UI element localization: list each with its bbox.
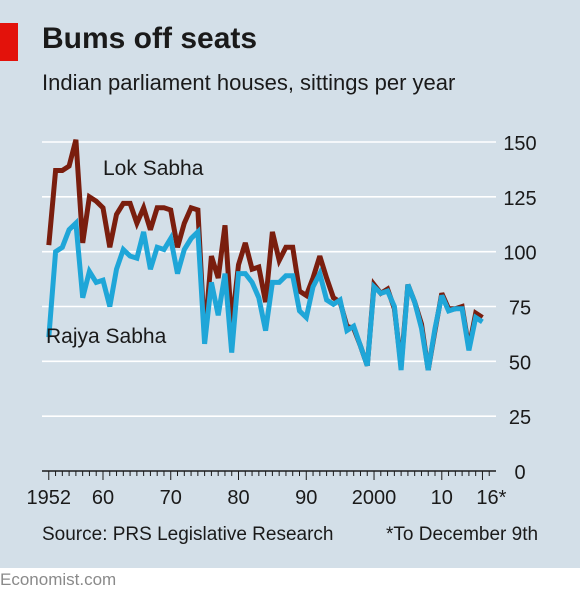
y-tick-label: 150 — [503, 133, 536, 155]
series-label-rajya-sabha: Rajya Sabha — [46, 325, 167, 348]
x-tick-label: 90 — [295, 487, 317, 509]
y-axis-tick-labels: 0 25 50 75 100 125 150 — [503, 133, 536, 484]
x-tick-label: 60 — [92, 487, 114, 509]
chart-title: Bums off seats — [42, 22, 258, 55]
footnote: *To December 9th — [386, 524, 539, 545]
y-tick-label: 75 — [509, 298, 531, 320]
x-axis — [42, 470, 496, 480]
brand-accent-bar — [0, 23, 18, 61]
series-label-lok-sabha: Lok Sabha — [103, 157, 204, 180]
series-lines — [46, 139, 484, 371]
x-tick-label: 16* — [476, 487, 506, 509]
x-tick-label: 10 — [431, 487, 453, 509]
rajya-sabha-line — [46, 217, 484, 371]
line-chart: 0 25 50 75 100 125 150 1952 60 70 80 90 2000 10 16* L… — [27, 133, 537, 509]
x-tick-label: 1952 — [27, 487, 72, 509]
y-tick-label: 100 — [503, 243, 536, 265]
publisher-logo-text: Economist.com — [0, 570, 117, 589]
x-tick-label: 70 — [160, 487, 182, 509]
chart-subtitle: Indian parliament houses, sittings per y… — [42, 70, 456, 95]
x-tick-label: 80 — [227, 487, 249, 509]
y-tick-label: 0 — [514, 462, 525, 484]
x-axis-tick-labels: 1952 60 70 80 90 2000 10 16* — [27, 487, 507, 509]
y-tick-label: 50 — [509, 352, 531, 374]
y-tick-label: 25 — [509, 407, 531, 429]
source-note: Source: PRS Legislative Research — [42, 524, 334, 545]
x-tick-label: 2000 — [352, 487, 397, 509]
y-tick-label: 125 — [503, 188, 536, 210]
